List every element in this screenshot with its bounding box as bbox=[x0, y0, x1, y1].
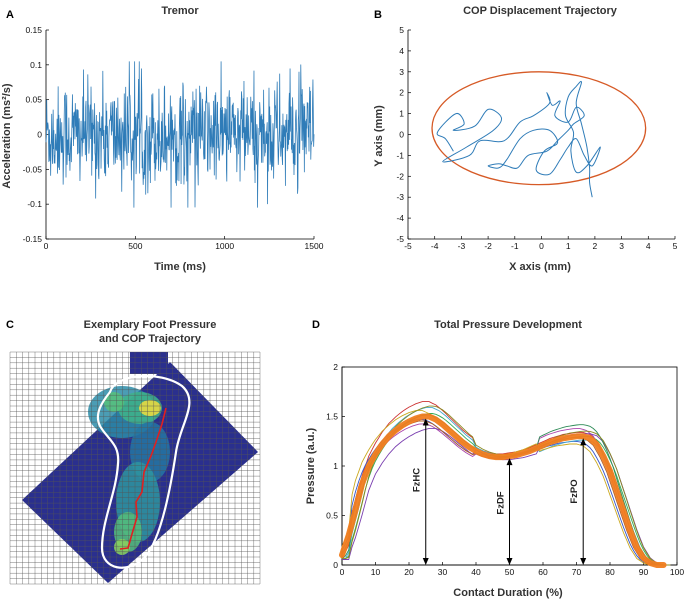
x-tick-label: -3 bbox=[458, 241, 466, 251]
cop-trace bbox=[119, 407, 167, 550]
confidence-ellipse bbox=[431, 71, 647, 186]
panel-a: A Tremor 0 500 1000 1500 -0.15 -0.1 -0.05 0 0.05… bbox=[1, 5, 324, 273]
panel-a-xlabel: Time (ms) bbox=[154, 261, 206, 273]
y-tick-label: 0 bbox=[333, 560, 338, 570]
panel-c-title-line2: and COP Trajectory bbox=[99, 333, 202, 345]
annotation-label: FzPO bbox=[569, 479, 580, 503]
y-tick-label: 4 bbox=[399, 46, 404, 56]
x-tick-label: -5 bbox=[404, 241, 412, 251]
arrowhead-up bbox=[580, 438, 587, 446]
y-tick-label: 0.1 bbox=[30, 60, 42, 70]
panel-d-label: D bbox=[312, 319, 320, 331]
x-tick-label: 4 bbox=[646, 241, 651, 251]
x-tick-label: 50 bbox=[505, 567, 515, 577]
x-tick-label: 80 bbox=[605, 567, 615, 577]
panel-b-plot: -5 -4 -3 -2 -1 0 1 2 3 4 5 -5 -4 -3 -2 -1 0 1 2 3 4 5 bbox=[396, 25, 677, 251]
y-tick-label: 0 bbox=[37, 130, 42, 140]
x-tick-label: 70 bbox=[572, 567, 582, 577]
plot-frame bbox=[408, 30, 675, 239]
y-tick-label: 5 bbox=[399, 25, 404, 35]
x-tick-label: -2 bbox=[484, 241, 492, 251]
x-tick-label: 20 bbox=[404, 567, 414, 577]
x-tick-label: 5 bbox=[673, 241, 678, 251]
arrowhead-down bbox=[580, 558, 587, 565]
y-tick-label: 1 bbox=[333, 461, 338, 471]
x-tick-label: 1500 bbox=[305, 241, 324, 251]
y-tick-label: 0.05 bbox=[25, 95, 42, 105]
panel-a-ylabel: Acceleration (ms²/s) bbox=[1, 83, 13, 188]
panel-c-title-line1: Exemplary Foot Pressure bbox=[84, 319, 217, 331]
panel-d-title: Total Pressure Development bbox=[434, 319, 582, 331]
panel-b-xlabel: X axis (mm) bbox=[509, 261, 571, 273]
x-tick-label: 0 bbox=[44, 241, 49, 251]
x-tick-label: 60 bbox=[538, 567, 548, 577]
x-tick-label: -4 bbox=[431, 241, 439, 251]
arrowhead-up bbox=[506, 458, 513, 466]
x-tick-label: 1000 bbox=[215, 241, 234, 251]
panel-b: B COP Displacement Trajectory -5 -4 -3 -2 -1… bbox=[373, 5, 678, 273]
y-tick-label: -0.1 bbox=[27, 199, 42, 209]
panel-b-title: COP Displacement Trajectory bbox=[463, 5, 618, 17]
annotation-label: FzDF bbox=[496, 491, 507, 514]
y-tick-label: -3 bbox=[396, 192, 404, 202]
x-tick-label: 100 bbox=[670, 567, 684, 577]
x-tick-label: 0 bbox=[539, 241, 544, 251]
x-tick-label: 30 bbox=[438, 567, 448, 577]
panel-d-xlabel: Contact Duration (%) bbox=[453, 587, 563, 599]
panel-a-title: Tremor bbox=[161, 5, 199, 17]
y-tick-label: 3 bbox=[399, 67, 404, 77]
y-tick-label: -0.15 bbox=[23, 234, 43, 244]
cop-trajectory-line bbox=[436, 80, 601, 198]
y-tick-label: 1.5 bbox=[326, 412, 338, 422]
panel-a-plot: 0 500 1000 1500 -0.15 -0.1 -0.05 0 0.05 0.1 0.15 bbox=[23, 25, 324, 251]
y-tick-label: 0 bbox=[399, 130, 404, 140]
panel-d: D Total Pressure Development 0 10 20 30 40 50… bbox=[305, 319, 684, 599]
foot-outline bbox=[96, 374, 191, 569]
y-tick-label: 2 bbox=[333, 362, 338, 372]
annotation-label: FzHC bbox=[412, 468, 423, 492]
y-tick-label: -5 bbox=[396, 234, 404, 244]
y-tick-label: -4 bbox=[396, 213, 404, 223]
x-tick-label: 3 bbox=[619, 241, 624, 251]
arrowhead-up bbox=[422, 418, 429, 426]
y-tick-label: 0.5 bbox=[326, 511, 338, 521]
x-tick-label: 500 bbox=[128, 241, 142, 251]
panel-c-label: C bbox=[6, 319, 14, 331]
arrowhead-down bbox=[506, 558, 513, 565]
y-tick-label: 0.15 bbox=[25, 25, 42, 35]
x-tick-label: 40 bbox=[471, 567, 481, 577]
y-tick-label: -1 bbox=[396, 150, 404, 160]
foot-pressure-map bbox=[9, 351, 261, 585]
x-tick-label: 10 bbox=[371, 567, 381, 577]
y-tick-label: 2 bbox=[399, 88, 404, 98]
pressure-blob bbox=[104, 392, 124, 412]
y-tick-label: -0.05 bbox=[23, 164, 43, 174]
x-tick-label: 2 bbox=[593, 241, 598, 251]
y-tick-label: -2 bbox=[396, 171, 404, 181]
panel-b-ylabel: Y axis (mm) bbox=[373, 105, 385, 167]
x-tick-label: 0 bbox=[340, 567, 345, 577]
panel-b-label: B bbox=[374, 9, 382, 21]
x-tick-label: 90 bbox=[639, 567, 649, 577]
pressure-blob bbox=[139, 400, 161, 416]
arrowhead-down bbox=[422, 558, 429, 565]
mean-pressure-curve bbox=[339, 413, 667, 568]
panel-a-label: A bbox=[6, 9, 14, 21]
panel-c: C Exemplary Foot Pressure and COP Trajec… bbox=[6, 319, 261, 585]
pressure-blob bbox=[114, 539, 130, 555]
tremor-signal-line bbox=[45, 61, 315, 208]
y-tick-label: 1 bbox=[399, 109, 404, 119]
x-tick-label: -1 bbox=[511, 241, 519, 251]
panel-d-plot: 0 10 20 30 40 50 60 70 80 90 100 0 0.5 1 1.5 2 FzHC FzDF F… bbox=[326, 362, 684, 577]
x-tick-label: 1 bbox=[566, 241, 571, 251]
sensor-grid bbox=[9, 351, 261, 585]
panel-d-ylabel: Pressure (a.u.) bbox=[305, 427, 317, 504]
